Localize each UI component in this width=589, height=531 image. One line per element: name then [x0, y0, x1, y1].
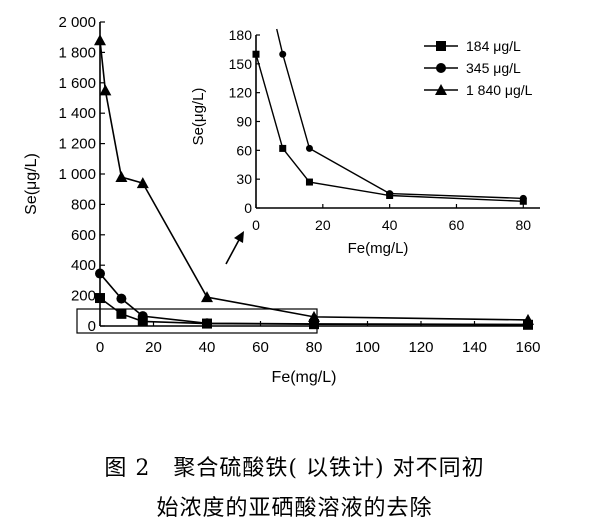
data-point [308, 310, 320, 322]
data-point [137, 311, 148, 322]
y-tick-label: 400 [71, 257, 96, 274]
y-tick-label: 1 400 [58, 105, 96, 122]
x-tick-label: 120 [408, 339, 433, 356]
legend-label: 1 840 μg/L [466, 82, 533, 98]
data-point [115, 171, 128, 183]
y-axis-label: Se(μg/L) [23, 153, 40, 215]
inset-x-tick-label: 60 [449, 217, 465, 233]
inset-series-line-1 [282, 54, 524, 200]
y-tick-label: 800 [71, 196, 96, 213]
x-tick-label: 60 [252, 339, 269, 356]
x-tick-label: 140 [462, 339, 487, 356]
inset-y-tick-label: 120 [229, 85, 253, 101]
data-point [116, 308, 127, 319]
data-point [201, 291, 213, 303]
zoom-arrow [225, 237, 241, 265]
x-tick-label: 160 [515, 339, 540, 356]
legend: 184 μg/L 345 μg/L 1 840 μg/L [424, 38, 533, 98]
legend-label: 184 μg/L [466, 38, 521, 54]
inset-data-point [252, 50, 260, 58]
x-tick-label: 20 [145, 339, 162, 356]
caption-line-2: 始浓度的亚硒酸溶液的去除 [156, 496, 433, 521]
data-point [94, 34, 106, 46]
legend-marker [436, 63, 446, 73]
legend-label: 345 μg/L [466, 60, 521, 76]
legend-marker [435, 84, 447, 95]
series-line-2 [99, 40, 529, 321]
inset-y-tick-label: 90 [236, 114, 252, 130]
y-tick-label: 200 [71, 288, 96, 305]
zoom-region-box [76, 308, 318, 334]
y-tick-label: 2 000 [58, 14, 96, 31]
x-tick-label: 80 [306, 339, 323, 356]
inset-y-tick-label: 30 [236, 171, 252, 187]
inset-y-tick-label: 150 [229, 56, 253, 72]
x-tick-label: 100 [355, 339, 380, 356]
data-point [137, 316, 148, 327]
legend-marker [436, 41, 446, 51]
inset-data-point [305, 144, 313, 152]
inset-data-point [279, 144, 287, 152]
zoom-arrow-head [234, 231, 244, 243]
data-point [136, 177, 149, 189]
data-point [116, 293, 127, 304]
y-tick-label: 1 600 [58, 75, 96, 92]
inset-y-tick-label: 60 [236, 142, 252, 158]
inset-chart: 0 30 60 90 120 150 180 0 20 40 60 80 Fe(mg/L) Se(μg/L… [190, 27, 540, 265]
data-point [522, 313, 534, 325]
data-point [202, 318, 212, 329]
x-axis-label: Fe(mg/L) [272, 369, 337, 386]
caption-line-1: 图 2 聚合硫酸铁( 以铁计) 对不同初 [104, 456, 485, 481]
inset-x-axis-label: Fe(mg/L) [348, 240, 409, 257]
data-point [95, 293, 105, 304]
inset-x-tick-label: 80 [516, 217, 532, 233]
inset-y-tick-label: 180 [229, 27, 253, 43]
y-tick-label: 1 000 [58, 166, 96, 183]
inset-y-axis-label: Se(μg/L) [190, 88, 207, 146]
y-tick-label: 600 [71, 227, 96, 244]
inset-x-tick-label: 40 [382, 217, 398, 233]
x-tick-label: 40 [199, 339, 216, 356]
inset-series-line-1-tail [276, 28, 284, 55]
y-tick-label: 0 [88, 318, 96, 335]
y-tick-label: 1 200 [58, 136, 96, 153]
inset-data-point [305, 178, 313, 186]
inset-x-tick-label: 0 [252, 217, 260, 233]
inset-data-point [519, 194, 527, 202]
inset-data-point [386, 190, 394, 198]
data-point [99, 84, 112, 96]
inset-series-line-0 [255, 54, 524, 202]
inset-x-tick-label: 20 [315, 217, 331, 233]
series-line-1 [99, 273, 529, 326]
x-tick-label: 0 [96, 339, 104, 356]
inset-y-tick-label: 0 [244, 200, 252, 216]
data-point [95, 268, 105, 279]
y-tick-label: 1 800 [58, 44, 96, 61]
